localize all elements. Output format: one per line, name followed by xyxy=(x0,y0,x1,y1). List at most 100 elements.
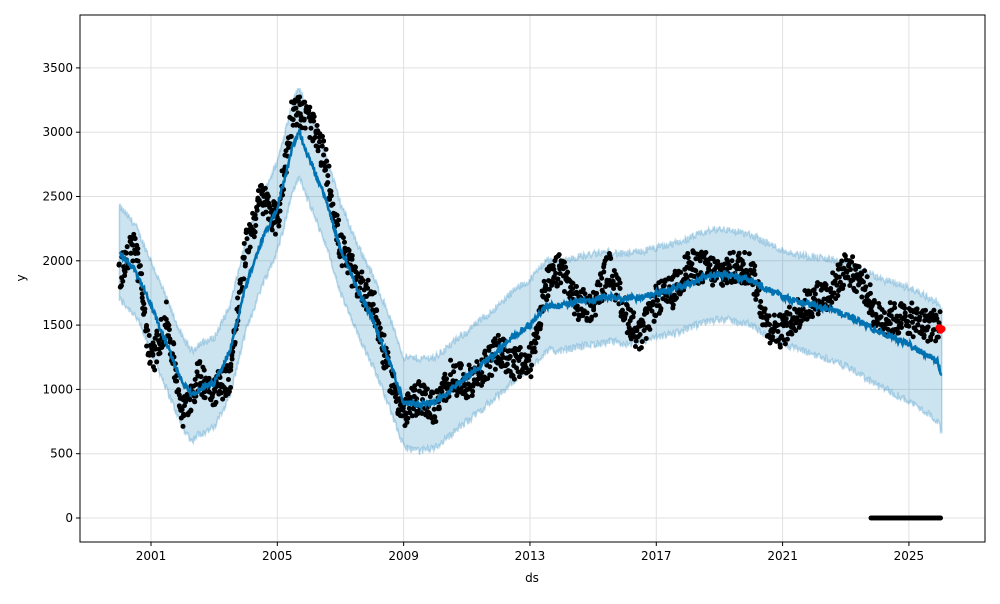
actual-point xyxy=(197,359,203,365)
actual-point xyxy=(637,332,643,338)
x-tick-label: 2025 xyxy=(894,549,925,563)
actual-point xyxy=(120,278,126,284)
actual-point xyxy=(135,246,141,252)
actual-point xyxy=(561,259,567,265)
actual-point xyxy=(730,249,736,255)
actual-point xyxy=(921,335,927,341)
actual-point xyxy=(432,414,438,420)
actual-point xyxy=(316,139,322,145)
actual-point xyxy=(212,388,218,394)
actual-point xyxy=(406,405,412,411)
actual-point xyxy=(179,407,185,413)
actual-point xyxy=(556,252,562,258)
actual-point xyxy=(553,270,559,276)
actual-point xyxy=(405,415,411,421)
actual-point xyxy=(554,283,560,289)
forecast-line xyxy=(118,127,943,412)
actual-point xyxy=(915,322,921,328)
actual-point xyxy=(937,309,943,315)
actual-point xyxy=(775,322,781,328)
actual-point xyxy=(321,138,327,144)
x-tick-label: 2005 xyxy=(262,549,293,563)
actual-point xyxy=(844,269,850,275)
actual-point xyxy=(116,262,122,268)
actual-point xyxy=(896,330,902,336)
actual-point xyxy=(793,328,799,334)
actual-point xyxy=(644,310,650,316)
actual-point xyxy=(899,324,905,330)
actual-point xyxy=(314,123,320,129)
actual-point xyxy=(608,256,614,262)
actual-point xyxy=(779,333,785,339)
actual-point xyxy=(122,273,128,279)
actual-point xyxy=(201,367,207,373)
actual-point xyxy=(194,369,200,375)
actual-point xyxy=(228,385,234,391)
actual-point xyxy=(654,297,660,303)
actual-point xyxy=(853,289,859,295)
x-tick-label: 2001 xyxy=(136,549,167,563)
actual-point xyxy=(355,271,361,277)
actual-point xyxy=(588,317,594,323)
actual-point xyxy=(563,264,569,270)
actual-point xyxy=(856,264,862,270)
actual-point xyxy=(786,304,792,310)
actual-point xyxy=(538,321,544,327)
actual-point xyxy=(124,244,130,250)
actual-point xyxy=(887,321,893,327)
actual-point xyxy=(551,266,557,272)
actual-point xyxy=(326,163,332,169)
actual-point xyxy=(486,347,492,353)
actual-point xyxy=(601,269,607,275)
actual-point xyxy=(448,357,454,363)
actual-point xyxy=(241,240,247,246)
actual-point xyxy=(315,144,321,150)
actual-point xyxy=(908,314,914,320)
actual-point xyxy=(925,324,931,330)
actual-point xyxy=(754,291,760,297)
actual-point xyxy=(312,134,318,140)
grid xyxy=(80,15,985,542)
y-axis: 0 500 1000 1500 2000 2500 3000 3500 xyxy=(42,61,80,525)
actual-point xyxy=(340,235,346,241)
actual-point xyxy=(906,323,912,329)
actual-point xyxy=(565,269,571,275)
actual-point xyxy=(324,158,330,164)
x-tick-label: 2009 xyxy=(388,549,419,563)
actual-point xyxy=(532,349,538,355)
actual-point xyxy=(863,284,869,290)
actual-point xyxy=(253,223,259,229)
actual-point xyxy=(330,201,336,207)
actual-point xyxy=(302,99,308,105)
actual-point xyxy=(835,293,841,299)
actual-point xyxy=(685,255,691,261)
actual-point xyxy=(301,117,307,123)
actual-point xyxy=(441,382,447,388)
actual-point xyxy=(146,333,152,339)
actual-point xyxy=(517,344,523,350)
actual-point xyxy=(377,325,383,331)
actual-point xyxy=(628,336,634,342)
actual-point xyxy=(841,282,847,288)
actual-point xyxy=(793,320,799,326)
actual-point xyxy=(535,335,541,341)
actual-point xyxy=(673,295,679,301)
actual-point xyxy=(935,334,941,340)
actual-point xyxy=(867,282,873,288)
actual-point xyxy=(661,283,667,289)
actual-point xyxy=(336,217,342,223)
actual-point xyxy=(376,320,382,326)
actual-point xyxy=(570,286,576,292)
actual-point xyxy=(639,339,645,345)
actual-point xyxy=(611,268,617,274)
actual-point xyxy=(561,289,567,295)
actual-point xyxy=(891,301,897,307)
actual-point xyxy=(288,133,294,139)
y-tick-label: 2500 xyxy=(42,190,73,204)
actual-point xyxy=(253,216,259,222)
actual-point xyxy=(720,282,726,288)
actual-point xyxy=(228,364,234,370)
actual-point xyxy=(433,419,439,425)
actual-point xyxy=(232,339,238,345)
actual-point xyxy=(831,290,837,296)
